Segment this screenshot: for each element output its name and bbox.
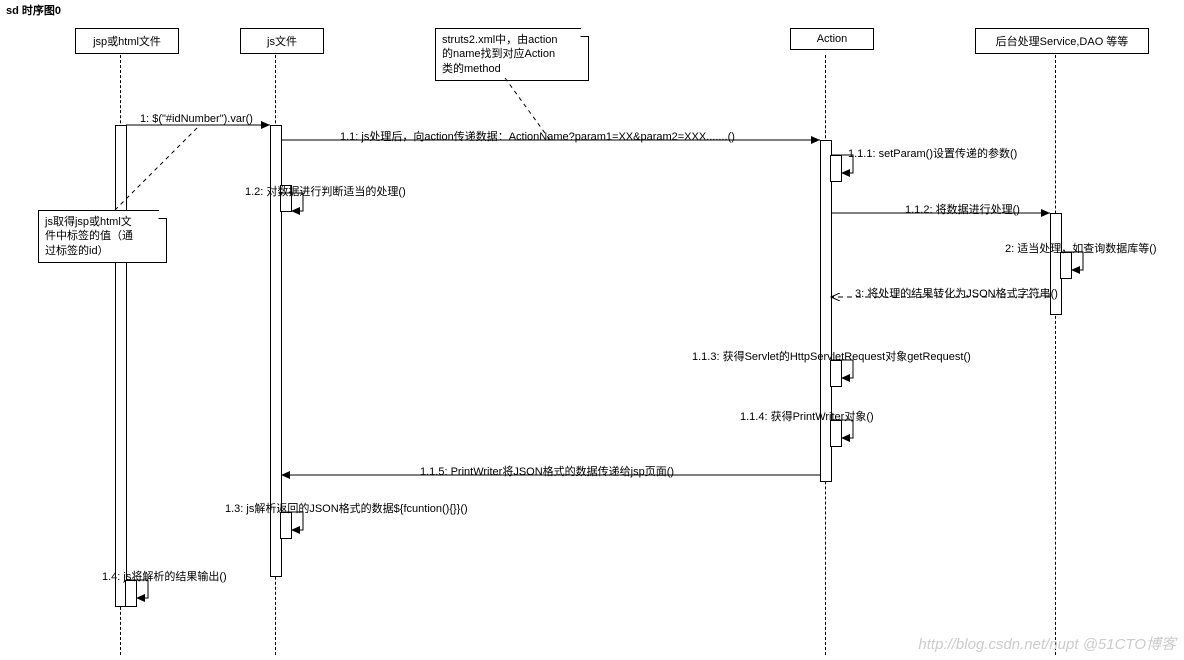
lifeline-js-label: js文件 [267,36,297,48]
note-js-line2: 件中标签的值（通 [45,229,160,243]
note-struts: struts2.xml中，由action 的name找到对应Action 类的m… [435,28,589,81]
note-struts-line3: 类的method [442,62,582,76]
msg-2: 2: 适当处理，如查询数据库等() [1005,240,1157,256]
activation-action-self3 [830,360,842,387]
activation-jsp-self [125,580,137,607]
lifeline-jsp-label: jsp或html文件 [93,36,161,48]
msg-1-1-4: 1.1.4: 获得PrintWriter对象() [740,408,874,424]
frame-title-text: sd 时序图0 [6,5,61,17]
msg-1-1-1: 1.1.1: setParam()设置传递的参数() [848,145,1017,161]
lifeline-jsp-head: jsp或html文件 [75,28,179,54]
note-struts-line1: struts2.xml中，由action [442,33,582,47]
msg-1: 1: $("#idNumber").var() [140,113,253,125]
activation-dao-self [1060,252,1072,279]
msg-1-1: 1.1: js处理后，向action传递数据：ActionName?param1… [340,128,735,144]
lifeline-dao [1055,55,1056,655]
lifeline-action-label: Action [817,33,848,45]
activation-js-self2 [280,512,292,539]
note-js-line1: js取得jsp或html文 [45,215,160,229]
lifeline-action-head: Action [790,28,874,50]
watermark-text: http://blog.csdn.net/nupt @51CTO博客 [918,633,1176,654]
frame-title: sd 时序图0 [0,0,67,20]
msg-1-1-2: 1.1.2: 将数据进行处理() [905,201,1020,217]
msg-1-1-3: 1.1.3: 获得Servlet的HttpServletRequest对象get… [692,348,971,364]
arrows-layer [0,0,1184,660]
lifeline-js-head: js文件 [240,28,324,54]
note-fold-icon [158,210,167,219]
activation-action-self4 [830,420,842,447]
msg-1-4: 1.4: js将解析的结果输出() [102,568,227,584]
lifeline-dao-head: 后台处理Service,DAO 等等 [975,28,1149,54]
activation-jsp [115,125,127,607]
msg-1-3: 1.3: js解析返回的JSON格式的数据${fcuntion(){}}() [225,500,468,516]
msg-1-2: 1.2: 对数据进行判断适当的处理() [245,183,406,199]
note-js-line3: 过标签的id） [45,244,160,258]
msg-1-1-5: 1.1.5: PrintWriter将JSON格式的数据传递给jsp页面() [420,463,674,479]
msg-3: 3: 将处理的结果转化为JSON格式字符串() [855,285,1058,301]
lifeline-dao-label: 后台处理Service,DAO 等等 [996,36,1129,48]
note-struts-line2: 的name找到对应Action [442,47,582,61]
note-fold-icon [580,28,589,37]
activation-action-self1 [830,155,842,182]
note-js: js取得jsp或html文 件中标签的值（通 过标签的id） [38,210,167,263]
